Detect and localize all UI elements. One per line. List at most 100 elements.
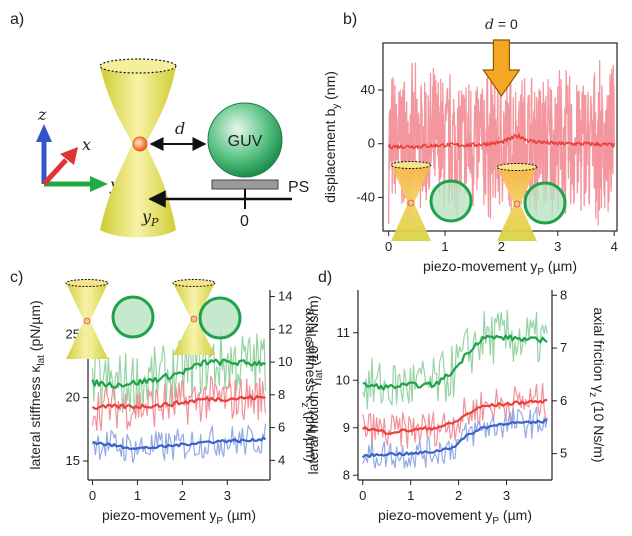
y-axis-label-unit2: Ns/m) <box>305 296 321 337</box>
mini-trap-c2 <box>172 279 216 355</box>
smoothed-line-green <box>362 334 548 391</box>
y-axis-label-text: lateral friction γ <box>305 380 321 474</box>
noise-trace-green <box>362 309 548 410</box>
noise-trace-blue <box>91 423 267 464</box>
guv-label: GUV <box>228 133 263 150</box>
y-right-tick-label: 5 <box>560 446 567 461</box>
x-tick-label: 1 <box>441 239 448 254</box>
piezo-yp-label: yP <box>141 207 159 229</box>
distance-label: d <box>175 119 185 138</box>
trapped-bead <box>132 136 148 152</box>
noise-trace-red <box>91 375 267 431</box>
x-tick-label: 2 <box>179 488 186 503</box>
y-right-tick-label: 8 <box>278 387 285 402</box>
x-axis-label-unit: (µm) <box>499 507 532 523</box>
y-right-tick-label: 10 <box>278 354 292 369</box>
y-right-axis-label-text: axial stiffness κ <box>303 308 319 404</box>
smoothed-line-red <box>91 394 266 410</box>
y-axis-label-b: displacement by (nm) <box>322 71 342 203</box>
y-right-tick-label: 6 <box>278 420 285 435</box>
mini-trap-c2-bead <box>190 315 198 323</box>
x-axis-label-sub: P <box>537 267 544 278</box>
y-tick-label: 15 <box>66 453 80 468</box>
plot-area-c <box>91 330 267 464</box>
x-tick-label: 0 <box>359 488 366 503</box>
mini-trap-b2-bead <box>513 200 521 208</box>
y-axis-label-c: lateral stiffness κlat (pN/µm) <box>27 300 47 469</box>
panel-label-b: b) <box>343 11 357 28</box>
x-tick-label: 4 <box>611 239 618 254</box>
panel-b: b) 0 1 2 3 4 -40 0 40 piezo-movement yP (µm) displ… <box>322 11 618 278</box>
annotation-rest: = 0 <box>494 16 518 32</box>
x-axis-label-unit: (µm) <box>223 507 256 523</box>
x-axis-label-sub: P <box>216 516 223 527</box>
coordinate-axes: z x y <box>36 105 120 194</box>
x-axis-label-c: piezo-movement yP (µm) <box>102 507 256 527</box>
mini-trap-c2-top <box>172 279 216 287</box>
x-tick-label: 1 <box>407 488 414 503</box>
y-axis-label-unit: (10 <box>305 345 321 369</box>
y-axis-label-d: lateral friction γlat (10-9 Ns/m) <box>304 296 325 475</box>
y-right-axis-label-unit: (10 Ns/m) <box>591 397 607 462</box>
x-tick-label: 3 <box>224 488 231 503</box>
panel-label-c: c) <box>10 269 23 286</box>
y-right-axis-label-c: axial stiffness κz (pN/µm) <box>299 308 319 462</box>
x-tick-label: 2 <box>455 488 462 503</box>
panel-a-label: a) <box>10 11 24 28</box>
annotation-d: d <box>485 17 494 33</box>
smoothed-line-blue <box>361 419 548 459</box>
annotation-d-equals-zero: d = 0 <box>485 16 518 33</box>
smoothed-line-green <box>91 358 266 389</box>
y-right-axis-label-sub: z <box>587 392 598 397</box>
y-right-tick-label: 12 <box>278 321 292 336</box>
x-tick-label: 1 <box>134 488 141 503</box>
guv-sphere <box>207 102 283 178</box>
z-axis-head <box>36 124 52 142</box>
mean-trace <box>387 133 615 150</box>
panel-label-d: d) <box>318 269 332 286</box>
y-tick-label: 8 <box>343 467 350 482</box>
y-right-tick-label: 8 <box>560 287 567 302</box>
noise-trace-blue <box>362 406 548 469</box>
piezo-zero-label: 0 <box>240 213 249 230</box>
x-axis-label: x <box>82 135 91 154</box>
mini-trap-b2 <box>496 163 538 241</box>
y-tick-label: 9 <box>343 420 350 435</box>
x-axis-label-text: piezo-movement y <box>423 258 537 274</box>
y-right-axis-label-unit: (pN/µm) <box>303 407 319 462</box>
mini-trap-c1 <box>65 279 109 359</box>
x-axis-label-unit: (µm) <box>544 258 577 274</box>
y-right-tick-label: 14 <box>278 289 292 304</box>
mini-trap-b1-bead <box>407 199 415 207</box>
mini-guv-c2 <box>198 296 242 340</box>
x-tick-label: 0 <box>89 488 96 503</box>
mini-trap-b2-top <box>496 163 538 171</box>
y-axis-head <box>90 176 108 192</box>
y-axis-label-text: lateral stiffness κ <box>27 365 43 470</box>
y-tick-label: 40 <box>361 82 375 97</box>
beam-top-ellipse <box>99 58 177 74</box>
x-axis-arrow <box>42 158 68 186</box>
ps-substrate <box>211 179 279 190</box>
y-right-axis-label-d: axial friction γz (10 Ns/m) <box>587 307 607 462</box>
x-tick-label: 0 <box>385 239 392 254</box>
x-axis-label-text: piezo-movement y <box>378 507 492 523</box>
x-tick-label: 3 <box>503 488 510 503</box>
mini-trap-c1-top <box>65 279 109 287</box>
y-axis-label-sub: lat <box>36 355 47 366</box>
smoothed-line-blue <box>92 436 267 451</box>
noise-trace-green <box>91 330 267 416</box>
x-tick-label: 3 <box>554 239 561 254</box>
y-tick-label: 11 <box>337 325 351 340</box>
y-axis-label-text: displacement b <box>322 109 338 203</box>
x-axis-label-b: piezo-movement yP (µm) <box>423 258 577 278</box>
y-right-tick-label: 6 <box>560 393 567 408</box>
mini-guv-b2 <box>523 181 567 225</box>
y-right-axis-label-text: axial friction γ <box>591 307 607 392</box>
ps-label: PS <box>288 179 309 196</box>
x-axis-head <box>60 147 78 165</box>
x-axis-label-sub: P <box>492 516 499 527</box>
smoothed-line-red <box>362 398 548 435</box>
x-axis-label-d: piezo-movement yP (µm) <box>378 507 532 527</box>
